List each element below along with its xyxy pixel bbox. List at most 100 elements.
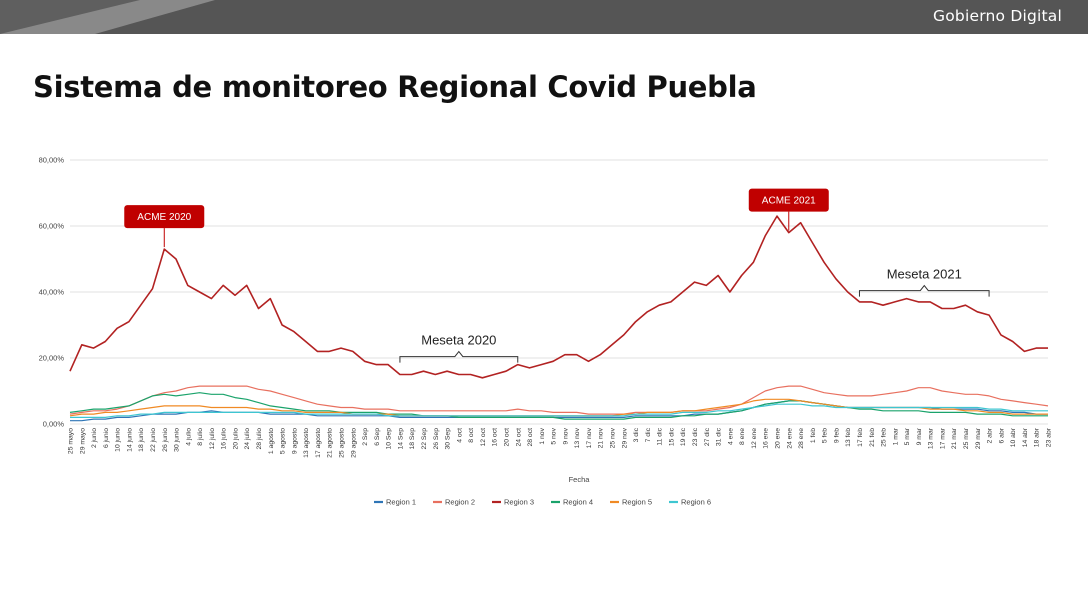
x-tick-label: 24 ene xyxy=(786,428,793,449)
x-tick-label: 12 oct xyxy=(480,428,487,447)
x-tick-label: 19 dic xyxy=(680,427,687,446)
x-tick-label: 16 ene xyxy=(763,428,770,449)
x-tick-label: 6 Sep xyxy=(374,428,381,446)
x-tick-label: 9 feb xyxy=(833,428,840,443)
x-tick-label: 15 dic xyxy=(668,427,675,446)
x-tick-label: 10 Sep xyxy=(386,428,393,450)
series-line-region-2 xyxy=(69,385,1049,415)
x-tick-label: 17 feb xyxy=(857,428,864,447)
x-tick-label: 30 Sep xyxy=(445,428,452,450)
annotation-bracket xyxy=(399,350,519,363)
x-tick-label: 17 agosto xyxy=(315,428,322,458)
x-tick-label: 1 nov xyxy=(539,427,546,444)
legend-label: Region 4 xyxy=(563,498,593,507)
x-tick-label: 5 nov xyxy=(551,427,558,444)
x-tick-label: 12 julio xyxy=(209,428,216,450)
x-tick-label: 21 mar xyxy=(951,427,958,449)
x-tick-label: 23 abr xyxy=(1046,427,1053,447)
y-tick-label: 80,00% xyxy=(39,156,65,165)
x-tick-label: 18 junio xyxy=(138,428,145,452)
page-title: Sistema de monitoreo Regional Covid Pueb… xyxy=(33,70,757,104)
x-tick-label: 25 nov xyxy=(610,427,617,448)
x-tick-label: 25 feb xyxy=(881,428,888,447)
x-tick-label: 14 junio xyxy=(126,428,133,452)
x-tick-label: 2 junio xyxy=(91,428,98,448)
x-tick-label: 8 julio xyxy=(197,428,204,446)
x-tick-label: 21 nov xyxy=(598,427,605,448)
x-tick-label: 5 feb xyxy=(822,428,829,443)
x-tick-label: 27 dic xyxy=(704,427,711,446)
x-tick-label: 31 dic xyxy=(716,427,723,446)
x-tick-label: 28 ene xyxy=(798,428,805,449)
x-tick-label: 24 julio xyxy=(244,428,251,450)
x-tick-label: 29 nov xyxy=(621,427,628,448)
x-tick-label: 16 oct xyxy=(492,428,499,447)
x-tick-label: 18 abr xyxy=(1034,427,1041,447)
x-tick-label: 9 mar xyxy=(916,427,923,445)
legend-label: Region 5 xyxy=(622,498,652,507)
x-tick-label: 25 mar xyxy=(963,427,970,449)
y-tick-label: 20,00% xyxy=(39,354,65,363)
legend-label: Region 1 xyxy=(386,498,416,507)
series-line-region-4 xyxy=(69,392,1048,420)
x-tick-label: 26 junio xyxy=(162,428,169,452)
x-tick-label: 20 oct xyxy=(503,428,510,447)
legend-label: Region 2 xyxy=(445,498,475,507)
annotation-label: ACME 2020 xyxy=(137,212,191,223)
x-tick-label: 14 abr xyxy=(1022,427,1029,447)
x-tick-label: 30 junio xyxy=(174,428,181,452)
x-tick-label: 13 feb xyxy=(845,428,852,447)
x-tick-label: 1 feb xyxy=(810,428,817,443)
top-bar-accent xyxy=(0,0,1088,34)
x-tick-label: 4 ene xyxy=(727,428,734,445)
x-tick-label: 1 mar xyxy=(892,427,899,445)
series-line-region-3 xyxy=(69,215,1048,379)
x-tick-label: 2 abr xyxy=(987,427,994,443)
x-tick-label: 29 mayo xyxy=(79,428,86,454)
x-tick-label: 18 Sep xyxy=(409,428,416,450)
annotation-bracket xyxy=(858,284,990,297)
x-tick-label: 13 agosto xyxy=(303,428,310,458)
x-tick-label: 23 dic xyxy=(692,427,699,446)
x-tick-label: 20 julio xyxy=(232,428,239,450)
x-tick-label: 9 nov xyxy=(562,427,569,444)
x-tick-label: 13 nov xyxy=(574,427,581,448)
annotation-box xyxy=(748,188,829,212)
x-tick-label: 25 agosto xyxy=(339,428,346,458)
x-tick-label: 29 mar xyxy=(975,427,982,449)
x-tick-label: 12 ene xyxy=(751,428,758,449)
x-tick-label: 28 oct xyxy=(527,428,534,447)
x-tick-label: 5 mar xyxy=(904,427,911,445)
x-tick-label: 1 agosto xyxy=(268,428,275,454)
y-tick-label: 0,00% xyxy=(43,420,65,429)
x-tick-label: 8 ene xyxy=(739,428,746,445)
x-tick-label: 13 mar xyxy=(928,427,935,449)
x-tick-label: 29 agosto xyxy=(350,428,357,458)
x-tick-label: 24 oct xyxy=(515,428,522,447)
x-axis-title: Fecha xyxy=(569,475,591,484)
x-tick-label: 6 abr xyxy=(998,427,1005,443)
x-tick-label: 26 Sep xyxy=(433,428,440,450)
x-tick-label: 22 junio xyxy=(150,428,157,452)
x-tick-label: 17 mar xyxy=(939,427,946,449)
x-tick-label: 16 julio xyxy=(221,428,228,450)
y-tick-label: 60,00% xyxy=(39,222,65,231)
brand-label: Gobierno Digital xyxy=(933,7,1062,25)
x-tick-label: 3 dic xyxy=(633,427,640,442)
x-tick-label: 4 julio xyxy=(185,428,192,446)
x-tick-label: 20 ene xyxy=(774,428,781,449)
x-tick-label: 22 Sep xyxy=(421,428,428,450)
annotation-box xyxy=(124,205,205,229)
x-tick-label: 9 agosto xyxy=(291,428,298,454)
x-tick-label: 10 abr xyxy=(1010,427,1017,447)
x-tick-label: 25 mayo xyxy=(68,428,75,454)
legend-label: Region 6 xyxy=(681,498,711,507)
y-tick-label: 40,00% xyxy=(39,288,65,297)
annotation-label: Meseta 2021 xyxy=(887,267,962,282)
x-tick-label: 8 oct xyxy=(468,428,475,443)
x-tick-label: 21 agosto xyxy=(327,428,334,458)
x-tick-label: 7 dic xyxy=(645,427,652,442)
x-tick-label: 10 junio xyxy=(115,428,122,452)
x-tick-label: 14 Sep xyxy=(397,428,404,450)
x-tick-label: 28 julio xyxy=(256,428,263,450)
